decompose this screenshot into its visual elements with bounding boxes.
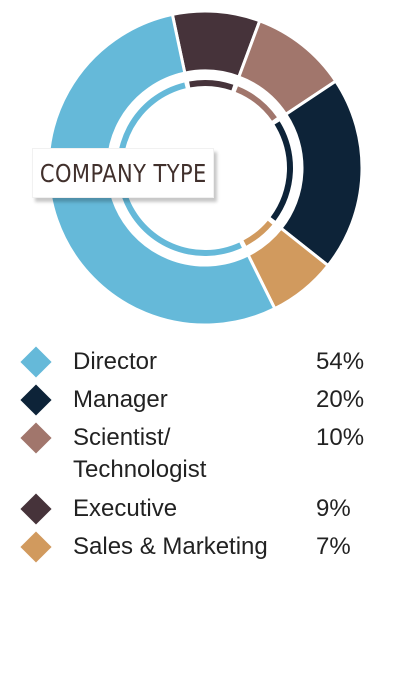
inner-ring-slice-scientist-technologist <box>235 86 277 121</box>
legend-item-director: Director 54% <box>20 346 380 384</box>
inner-ring-slice-manager <box>270 121 294 221</box>
legend-item-executive: Executive 9% <box>20 493 380 531</box>
legend-label-manager: Manager <box>73 386 168 413</box>
legend-item-manager: Manager 20% <box>20 384 380 422</box>
legend-marker-executive <box>20 493 52 525</box>
legend-value-executive: 9% <box>316 495 351 522</box>
legend-label-executive: Executive <box>73 495 178 522</box>
inner-ring-slice-sales-marketing <box>243 220 273 246</box>
legend-label-sales-marketing: Sales & Marketing <box>73 533 268 560</box>
legend-marker-scientist-technologist <box>20 422 52 454</box>
legend-value-director: 54% <box>316 348 365 375</box>
legend-value-scientist-technologist: 10% <box>316 424 365 451</box>
legend-marker-manager <box>20 384 52 416</box>
legend-item-scientist-technologist: Scientist/ Technologist 10% <box>20 422 380 493</box>
legend-item-sales-marketing: Sales & Marketing 7% <box>20 531 380 569</box>
donut-slice-director <box>46 12 277 327</box>
legend-label-director: Director <box>73 348 158 375</box>
inner-ring-slice-executive <box>189 80 234 91</box>
chart-title: COMPANY TYPE <box>39 158 207 188</box>
legend-label-scientist-technologist: Scientist/ Technologist <box>73 424 207 483</box>
donut-chart <box>46 9 364 327</box>
legend: Director 54% Manager 20% Scientist/ Tech… <box>20 346 380 569</box>
legend-value-sales-marketing: 7% <box>316 533 351 560</box>
legend-value-manager: 20% <box>316 386 365 413</box>
legend-marker-director <box>20 346 52 378</box>
legend-marker-sales-marketing <box>20 531 52 563</box>
chart-title-box: COMPANY TYPE <box>32 148 214 198</box>
